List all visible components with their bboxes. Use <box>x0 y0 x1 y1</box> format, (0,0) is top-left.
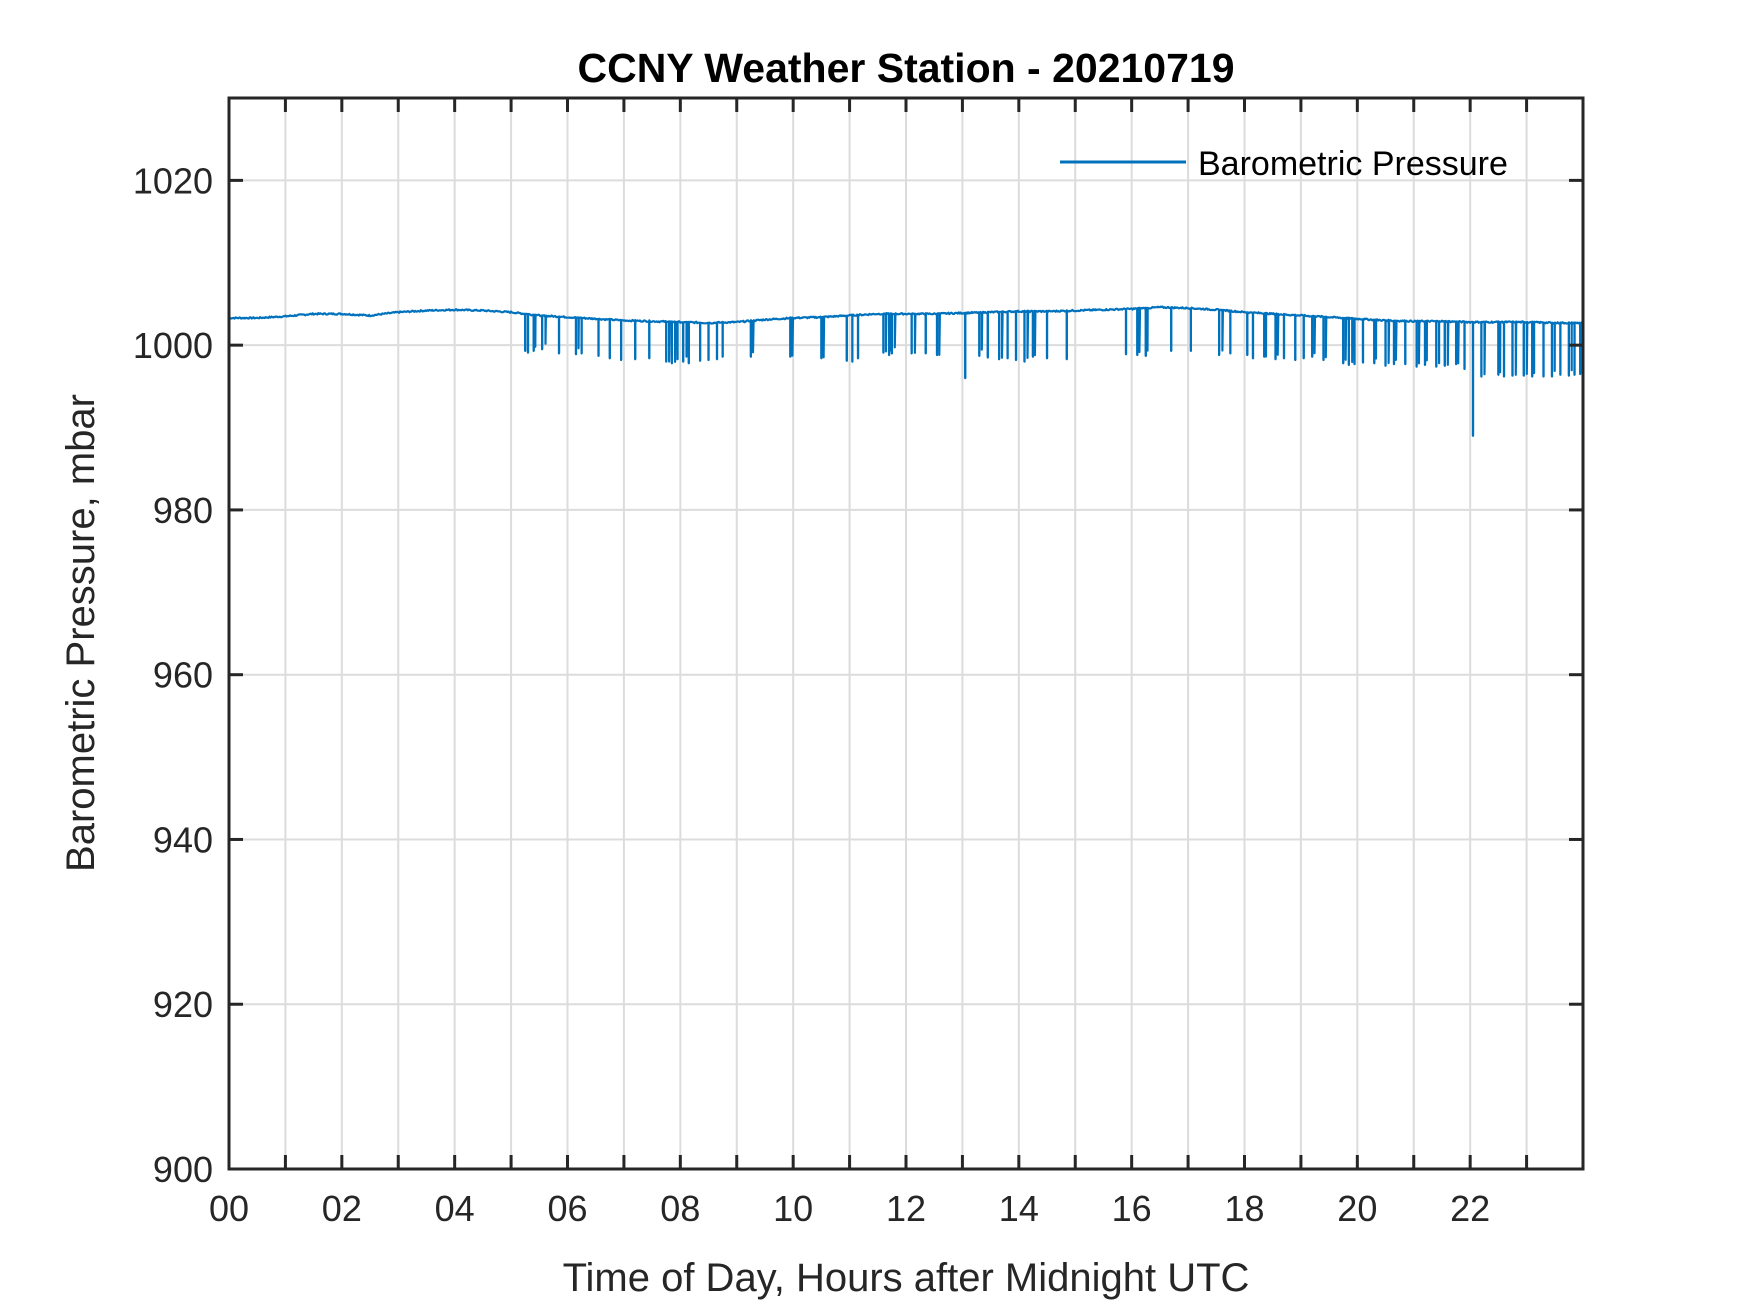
y-tick-label: 1020 <box>133 160 213 201</box>
x-gridlines <box>284 98 1528 1169</box>
y-gridlines <box>229 179 1583 1006</box>
y-tick-labels: 900 920 940 960 980 1000 1020 <box>133 160 213 1190</box>
series-line-barometric-pressure <box>228 305 1584 437</box>
x-tick-labels: 00 02 04 06 08 10 12 14 16 18 20 22 <box>209 1188 1490 1229</box>
x-axis-label: Time of Day, Hours after Midnight UTC <box>563 1256 1250 1300</box>
x-tick-label: 10 <box>773 1188 813 1229</box>
y-tick-label: 920 <box>153 984 213 1025</box>
x-tick-label: 14 <box>999 1188 1039 1229</box>
y-tick-label: 960 <box>153 655 213 696</box>
x-tick-label: 02 <box>322 1188 362 1229</box>
tick-marks <box>229 98 1583 1169</box>
chart-title: CCNY Weather Station - 20210719 <box>577 45 1234 91</box>
y-tick-label: 900 <box>153 1149 213 1190</box>
y-tick-label: 1000 <box>133 325 213 366</box>
series-barometric-pressure <box>228 305 1584 437</box>
y-tick-label: 980 <box>153 490 213 531</box>
y-axis-label: Barometric Pressure, mbar <box>59 394 103 872</box>
x-tick-label: 20 <box>1337 1188 1377 1229</box>
x-tick-label: 18 <box>1224 1188 1264 1229</box>
legend-entry-barometric-pressure: Barometric Pressure <box>1198 145 1508 183</box>
x-tick-label: 04 <box>435 1188 475 1229</box>
y-tick-label: 940 <box>153 819 213 860</box>
x-tick-label: 16 <box>1112 1188 1152 1229</box>
x-tick-label: 22 <box>1450 1188 1490 1229</box>
x-tick-label: 12 <box>886 1188 926 1229</box>
x-tick-label: 08 <box>660 1188 700 1229</box>
x-tick-label: 06 <box>547 1188 587 1229</box>
x-tick-label: 00 <box>209 1188 249 1229</box>
legend: Barometric Pressure <box>1060 145 1508 183</box>
